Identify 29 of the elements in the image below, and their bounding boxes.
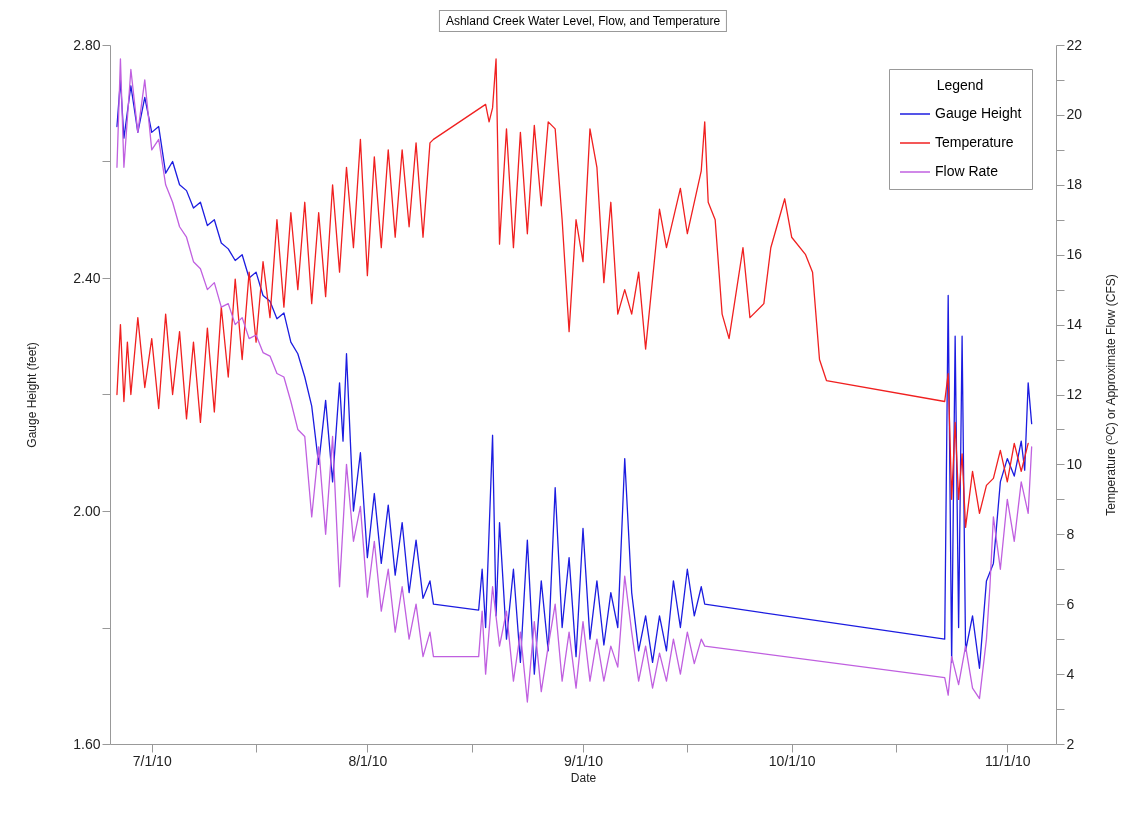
legend-label: Temperature [935, 134, 1014, 150]
legend-label: Flow Rate [935, 163, 999, 179]
y-tick-label: 2.80 [73, 36, 101, 53]
y2-tick-label: 2 [1066, 735, 1075, 752]
x-tick-label: 7/1/10 [132, 752, 172, 769]
legend-title: Legend [936, 77, 984, 93]
x-tick-label: 10/1/10 [768, 752, 816, 769]
y2-tick-label: 12 [1066, 386, 1083, 402]
y2-tick-label: 8 [1066, 525, 1075, 542]
chart-title: Ashland Creek Water Level, Flow, and Temperature [438, 10, 728, 32]
legend-label: Gauge Height [935, 105, 1022, 121]
y2-tick-label: 4 [1066, 665, 1075, 682]
line-series [116, 58, 1029, 528]
x-tick-label: 8/1/10 [348, 752, 388, 769]
y-axis-title: Gauge Height (feet) [25, 342, 40, 448]
x-axis-title: Date [570, 770, 597, 785]
y2-tick-label: 10 [1066, 455, 1083, 472]
y2-tick-label: 16 [1066, 246, 1083, 263]
y-tick-label: 2.00 [73, 502, 101, 519]
y2-tick-label: 18 [1066, 176, 1083, 193]
y2-tick-label: 6 [1066, 595, 1075, 612]
y-tick-label: 2.40 [73, 269, 101, 286]
y2-tick-label: 14 [1066, 316, 1083, 333]
x-tick-label: 11/1/10 [984, 752, 1031, 769]
y2-tick-label: 22 [1066, 36, 1083, 53]
y2-tick-label: 20 [1066, 106, 1083, 123]
x-tick-label: 9/1/10 [564, 752, 604, 769]
y-tick-label: 1.60 [73, 735, 101, 752]
y2-axis-title: Temperature (ᴼC) or Approximate Flow (CFS) [1104, 274, 1119, 516]
